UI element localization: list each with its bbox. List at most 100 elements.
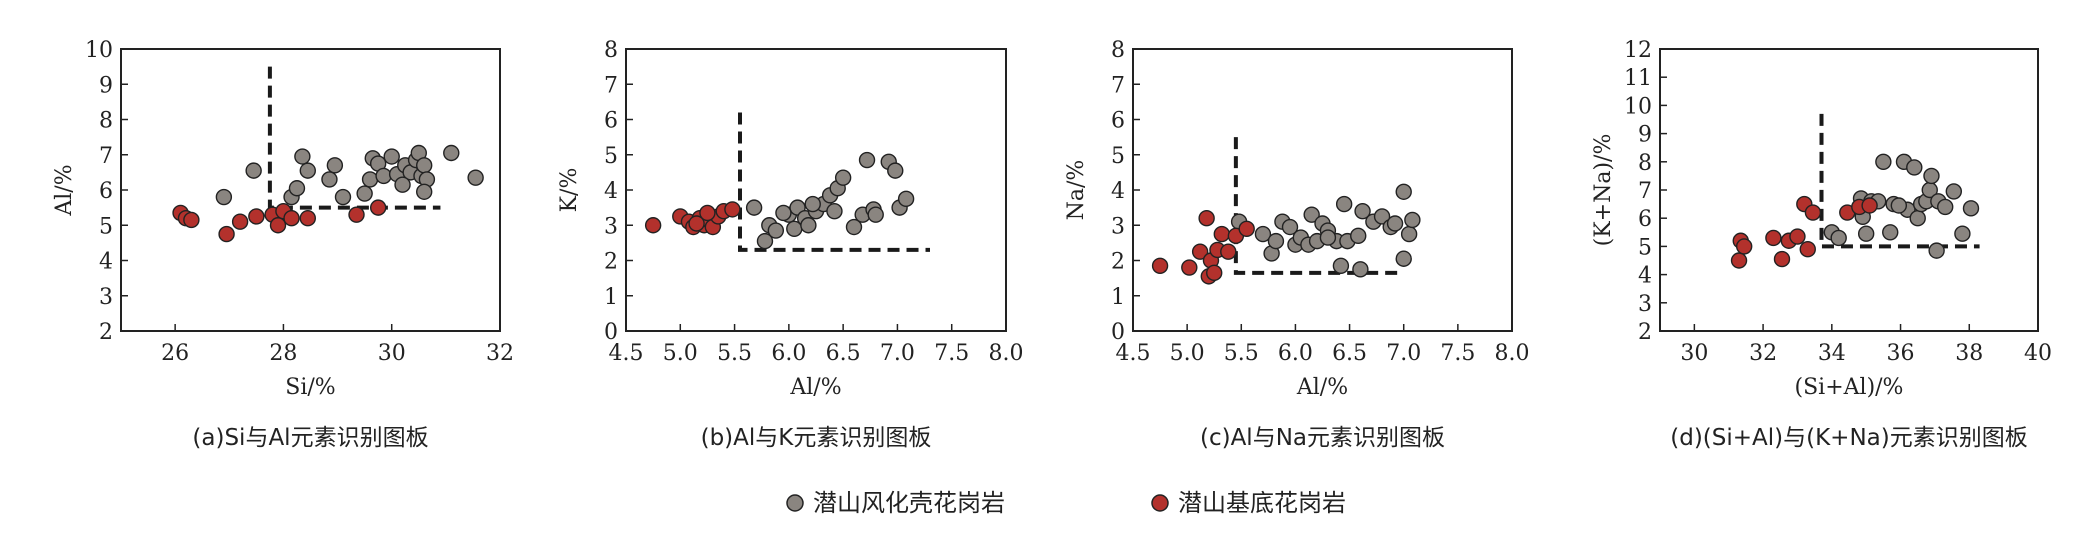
data-point [283,209,300,227]
panel-a: 26 28 30 32 2 3 4 5 6 7 8 9 10 Si/% Al/% (a)Si与Al元素识别图板 [52,38,514,451]
data-point [775,204,792,222]
data-point [1735,238,1753,255]
data-point [1303,206,1320,223]
y-axis-title: Al/% [52,164,77,216]
data-point [1238,220,1255,237]
data-point [288,180,306,197]
y-tick-label: 1 [604,285,618,310]
data-point [1354,202,1371,220]
x-axis-title: (Si+Al)/% [1795,375,1904,400]
x-tick-label: 6.5 [826,341,861,366]
x-tick-label: 7.0 [1386,341,1421,366]
data-point [348,206,365,223]
legend: 潜山风化壳花岗岩 潜山基底花岗岩 [786,489,1346,517]
series-basement [644,201,741,236]
data-point [1945,183,1963,200]
data-point [1254,225,1272,243]
y-tick-label: 5 [1111,144,1125,169]
x-tick-label: 40 [2024,341,2052,366]
panel-caption: (d)(Si+Al)与(K+Na)元素识别图板 [1670,425,2027,451]
x-tick-label: 26 [161,341,189,366]
x-tick-label: 6.0 [771,341,806,366]
data-point [1151,257,1169,274]
data-point [834,169,852,186]
panel-caption: (b)Al与K元素识别图板 [701,425,932,451]
data-point [443,144,460,162]
y-tick-label: 2 [1638,320,1652,345]
plot-frame [120,48,501,332]
data-point [321,171,338,188]
x-tick-label: 7.0 [880,341,915,366]
x-tick-label: 30 [378,341,406,366]
data-point [1789,228,1806,245]
y-tick-label: 5 [99,214,113,239]
data-point [245,162,262,179]
x-tick-label: 7.5 [1440,341,1475,366]
data-point [767,222,785,239]
y-tick-label: 6 [604,109,618,134]
data-point [1906,159,1923,176]
y-tick-label: 10 [1624,94,1652,119]
data-point [1319,229,1337,246]
data-point [1765,229,1782,247]
data-point [248,208,265,225]
y-tick-label: 8 [604,38,618,63]
data-point [1198,209,1215,227]
legend-marker-weathered [786,494,804,512]
data-point [858,151,876,169]
data-point [467,169,484,186]
data-point [1267,232,1285,250]
x-tick-label: 4.5 [1116,341,1151,366]
x-tick-label: 6.5 [1332,341,1367,366]
x-tick-label: 5.5 [717,341,752,366]
y-axis-title: K/% [557,168,582,213]
data-point [756,232,774,250]
data-point [1857,225,1875,242]
y-tick-label: 7 [1111,73,1125,98]
data-point [1875,153,1892,171]
y-tick-label: 7 [99,144,113,169]
boundary-line [738,112,930,252]
x-tick-label: 30 [1680,341,1708,366]
data-point [845,218,863,236]
x-tick-label: 4.5 [609,341,644,366]
data-point [369,199,387,216]
y-tick-label: 3 [1638,292,1652,317]
data-point [1954,225,1971,242]
data-point [1928,242,1945,259]
data-point [215,188,233,206]
y-tick-label: 8 [1111,38,1125,63]
data-point [1373,208,1391,225]
panel-c: 4.5 5.0 5.5 6.0 6.5 7.0 7.5 8.0 0 1 2 3 4 5 6 7 8 Al/% Na/… [1064,38,1530,451]
x-tick-label: 34 [1818,341,1846,366]
x-tick-label: 5.0 [663,341,698,366]
data-point [804,195,821,213]
panel-d: 30 32 34 36 38 4023456789101112(Si+Al)/%(K+Na… [1591,38,2052,451]
legend-label-weathered: 潜山风化壳花岗岩 [813,489,1005,517]
data-point [1400,225,1418,243]
data-point [1773,250,1791,268]
plot-frame [625,48,1007,332]
x-tick-label: 5.5 [1224,341,1259,366]
y-tick-label: 2 [1111,250,1125,275]
y-tick-label: 0 [604,320,618,345]
data-point [375,167,392,185]
data-point [269,217,287,234]
data-point [1830,229,1847,247]
series-basement [1151,209,1255,285]
data-point [1861,197,1878,214]
legend-label-basement: 潜山基底花岗岩 [1178,489,1346,517]
data-point [1206,264,1223,282]
x-axis-title: Si/% [285,375,335,400]
data-point [699,204,716,222]
data-point [1937,198,1954,216]
data-point [1730,252,1748,269]
x-tick-label: 6.0 [1278,341,1313,366]
series-basement [1730,195,1878,269]
data-point [1386,215,1404,232]
x-tick-label: 32 [486,341,514,366]
data-point [334,188,352,206]
series-weathered [745,151,915,250]
data-point [1804,204,1822,221]
data-point [1332,257,1350,274]
